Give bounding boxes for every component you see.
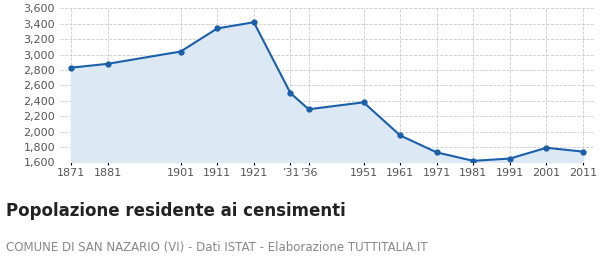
Text: Popolazione residente ai censimenti: Popolazione residente ai censimenti bbox=[6, 202, 346, 220]
Text: COMUNE DI SAN NAZARIO (VI) - Dati ISTAT - Elaborazione TUTTITALIA.IT: COMUNE DI SAN NAZARIO (VI) - Dati ISTAT … bbox=[6, 241, 428, 254]
